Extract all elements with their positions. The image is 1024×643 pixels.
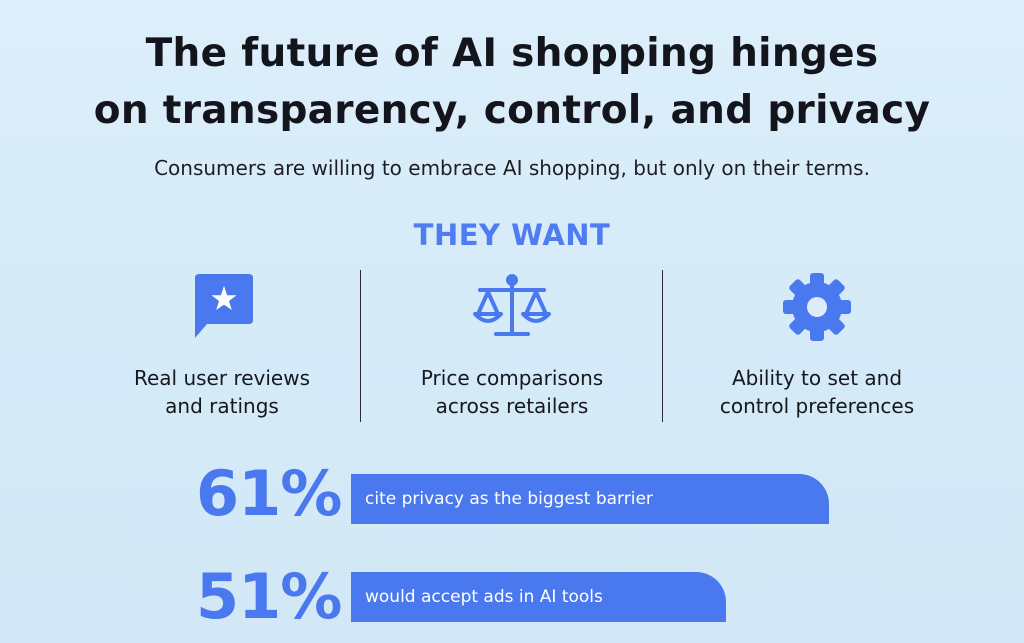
feature-preferences-label-line-2: control preferences [719,394,915,418]
divider-2 [662,270,663,422]
stat-bar-ads: would accept ads in AI tools [351,572,726,622]
feature-reviews: Real user reviews and ratings [72,270,372,420]
gear-icon [783,273,851,341]
divider-1 [360,270,361,422]
feature-reviews-label-line-2: and ratings [165,394,279,418]
feature-price-comparisons: Price comparisons across retailers [362,270,662,420]
stat-value-privacy: 61% [196,457,342,530]
stat-bar-privacy: cite privacy as the biggest barrier [351,474,829,524]
feature-price-label-line-2: across retailers [435,394,589,418]
subtitle: Consumers are willing to embrace AI shop… [154,156,870,180]
scale-icon [473,274,551,336]
feature-reviews-label-line-1: Real user reviews [133,366,310,390]
feature-preferences-label-line-1: Ability to set and [731,366,903,390]
chat-star-icon [195,274,253,338]
headline-line-2: on transparency, control, and privacy [93,88,931,133]
stat-text-ads: would accept ads in AI tools [365,587,603,607]
stat-value-ads: 51% [196,560,342,633]
feature-price-label-line-1: Price comparisons [420,366,604,390]
headline-line-1: The future of AI shopping hinges [145,31,879,76]
section-heading: THEY WANT [413,218,611,252]
stat-text-privacy: cite privacy as the biggest barrier [365,489,653,509]
feature-preferences: Ability to set and control preferences [667,270,967,420]
